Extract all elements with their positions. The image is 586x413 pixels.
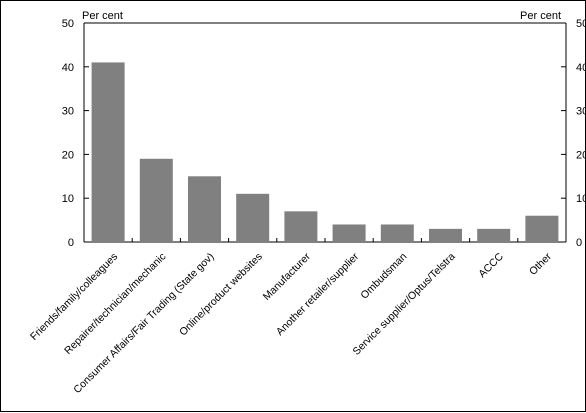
category-label: Ombudsman bbox=[358, 251, 409, 302]
left-tick-label: 10 bbox=[62, 193, 74, 205]
category-label: Repairer/technician/mechanic bbox=[62, 251, 168, 357]
bar bbox=[332, 224, 366, 242]
right-tick-label: 20 bbox=[576, 149, 586, 161]
category-label: Manufacturer bbox=[261, 250, 314, 303]
left-tick-label: 50 bbox=[62, 18, 74, 30]
right-tick-label: 10 bbox=[576, 193, 586, 205]
right-tick-label: 50 bbox=[576, 18, 586, 30]
left-tick-label: 20 bbox=[62, 149, 74, 161]
left-tick-label: 30 bbox=[62, 106, 74, 118]
left-tick-label: 40 bbox=[62, 62, 74, 74]
left-tick-label: 0 bbox=[68, 237, 74, 249]
category-label: Service supplier/Optus/Telstra bbox=[351, 251, 458, 358]
category-label: Another retailer/supplier bbox=[274, 250, 362, 338]
bar bbox=[284, 211, 318, 242]
bar bbox=[525, 215, 559, 242]
category-label: Other bbox=[527, 250, 554, 277]
bar bbox=[91, 62, 125, 242]
category-label: ACCC bbox=[476, 250, 506, 280]
bar bbox=[188, 176, 221, 242]
category-label: Online/product websites bbox=[177, 251, 265, 339]
right-axis-unit-label: Per cent bbox=[520, 10, 561, 22]
bar bbox=[429, 228, 462, 242]
bar bbox=[236, 193, 270, 242]
right-tick-label: 40 bbox=[576, 62, 586, 74]
plot-area: 0 0 10 10 20 20 30 30 40 40 50 50 Friends/family/col… bbox=[28, 18, 586, 396]
bar bbox=[477, 228, 511, 242]
category-label: Friends/family/colleagues bbox=[28, 251, 120, 343]
right-tick-label: 0 bbox=[576, 237, 582, 249]
bar bbox=[380, 224, 414, 242]
right-tick-label: 30 bbox=[576, 106, 586, 118]
bar bbox=[139, 158, 173, 242]
left-axis-unit-label: Per cent bbox=[82, 10, 123, 22]
